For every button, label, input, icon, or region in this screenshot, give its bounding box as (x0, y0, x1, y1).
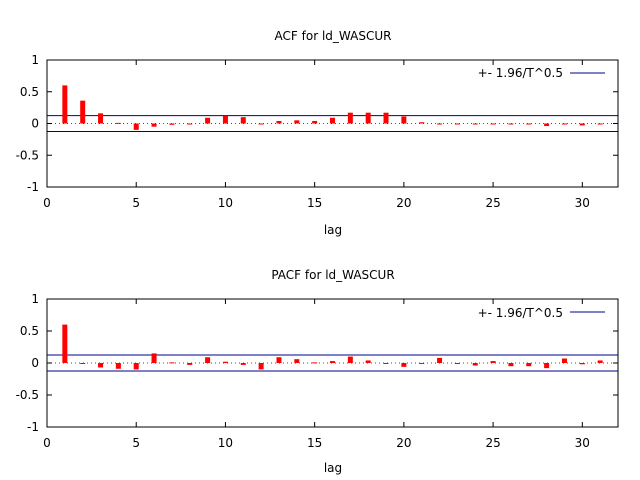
acf-bar-lag-26 (508, 123, 514, 125)
pacf-bar-lag-2 (80, 363, 86, 364)
pacf-bar-lag-9 (205, 357, 211, 363)
pacf-bar-lag-30 (579, 363, 585, 365)
acf-bar-lag-1 (62, 85, 68, 124)
acf-bar-lag-2 (80, 100, 86, 124)
acf-bar-lag-25 (490, 123, 496, 125)
pacf-y-tick-label: 1 (31, 292, 39, 306)
acf-x-tick-label: 15 (307, 196, 322, 210)
acf-bar-lag-21 (419, 122, 425, 124)
acf-x-tick-label: 30 (575, 196, 590, 210)
acf-y-tick-label: -1 (27, 180, 39, 194)
acf-bar-lag-16 (330, 117, 335, 124)
acf-bar-lag-7 (169, 123, 175, 125)
pacf-bar-lag-28 (544, 363, 550, 369)
acf-bar-lag-28 (544, 123, 550, 127)
pacf-bar-lag-26 (508, 363, 514, 367)
pacf-bar-lag-21 (419, 363, 425, 364)
acf-bar-lag-22 (437, 123, 443, 125)
acf-bar-lag-11 (240, 117, 246, 124)
acf-bar-lag-19 (383, 112, 389, 124)
acf-x-tick-label: 20 (396, 196, 411, 210)
pacf-x-tick-label: 20 (396, 436, 411, 450)
pacf-bar-lag-5 (133, 363, 139, 370)
pacf-x-axis-label: lag (324, 461, 342, 475)
pacf-bar-lag-29 (561, 358, 567, 363)
acf-bar-lag-8 (187, 123, 193, 125)
acf-bar-lag-17 (347, 112, 353, 124)
acf-bar-lag-18 (365, 112, 371, 124)
acf-bar-lag-9 (205, 117, 211, 124)
pacf-bar-lag-15 (312, 362, 318, 364)
pacf-bar-lag-4 (115, 363, 121, 369)
pacf-bar-lag-3 (98, 363, 104, 368)
pacf-bar-lag-31 (597, 360, 603, 363)
pacf-bar-lag-22 (437, 357, 443, 363)
acf-x-axis-label: lag (324, 223, 342, 237)
acf-bar-lag-23 (454, 123, 460, 125)
acf-bar-lag-14 (294, 120, 300, 124)
pacf-bar-lag-7 (169, 362, 175, 364)
acf-bar-lag-10 (222, 115, 228, 124)
pacf-x-tick-label: 10 (218, 436, 233, 450)
pacf-x-tick-label: 5 (132, 436, 140, 450)
pacf-panel: PACF for ld_WASCUR +- 1.96/T^0.5 lag 1 0.… (16, 268, 619, 475)
acf-bar-lag-20 (401, 116, 407, 124)
pacf-bar-lag-1 (62, 324, 68, 363)
acf-legend-label: +- 1.96/T^0.5 (478, 66, 563, 80)
pacf-bar-lag-27 (526, 363, 532, 367)
acf-panel: ACF for ld_WASCUR +- 1.96/T^0.5 lag 1 0.5… (16, 29, 619, 237)
pacf-y-tick-label: 0 (31, 356, 39, 370)
pacf-bar-lag-14 (294, 359, 300, 363)
pacf-bar-lag-18 (365, 360, 371, 363)
acf-x-tick-label: 0 (43, 196, 51, 210)
acf-bar-lag-3 (98, 113, 104, 124)
acf-x-tick-label: 10 (218, 196, 233, 210)
acf-bar-lag-24 (472, 123, 478, 125)
pacf-bar-lag-16 (330, 361, 335, 363)
acf-y-tick-label: 1 (31, 53, 39, 67)
pacf-legend-label: +- 1.96/T^0.5 (478, 306, 563, 320)
acf-y-tick-label: 0.5 (20, 85, 39, 99)
pacf-x-tick-label: 30 (575, 436, 590, 450)
pacf-bar-lag-19 (383, 363, 389, 364)
pacf-x-tick-label: 25 (485, 436, 500, 450)
acf-bar-lag-27 (526, 123, 532, 125)
acf-x-tick-label: 25 (485, 196, 500, 210)
acf-bar-lag-4 (115, 122, 121, 124)
pacf-x-tick-label: 0 (43, 436, 51, 450)
pacf-bar-lag-12 (258, 363, 264, 370)
pacf-y-tick-label: 0.5 (20, 324, 39, 338)
pacf-y-tick-label: -1 (27, 420, 39, 434)
pacf-bar-lag-20 (401, 363, 407, 367)
pacf-bar-lag-13 (276, 357, 282, 363)
pacf-bar-lag-11 (240, 363, 246, 365)
acf-bar-lag-29 (561, 123, 567, 125)
acf-y-tick-label: 0 (31, 117, 39, 131)
acf-y-tick-label: -0.5 (16, 148, 39, 162)
acf-bar-lag-15 (312, 120, 318, 124)
pacf-bar-lag-10 (222, 361, 228, 363)
pacf-bar-lag-24 (472, 363, 478, 366)
pacf-bar-lag-25 (490, 361, 496, 363)
pacf-bar-lag-17 (347, 356, 353, 363)
acf-bar-lag-5 (133, 123, 139, 130)
pacf-bar-lag-23 (454, 363, 460, 364)
acf-bar-lag-31 (597, 123, 603, 125)
pacf-title: PACF for ld_WASCUR (271, 268, 394, 282)
acf-bar-lag-6 (151, 123, 157, 127)
pacf-bar-lag-6 (151, 353, 157, 363)
pacf-x-tick-label: 15 (307, 436, 322, 450)
acf-bar-lag-30 (579, 123, 585, 126)
pacf-y-tick-label: -0.5 (16, 388, 39, 402)
acf-title: ACF for ld_WASCUR (275, 29, 392, 43)
pacf-bar-lag-8 (187, 363, 193, 365)
acf-bar-lag-13 (276, 120, 282, 124)
acf-x-tick-label: 5 (132, 196, 140, 210)
acf-bar-lag-12 (258, 123, 264, 125)
